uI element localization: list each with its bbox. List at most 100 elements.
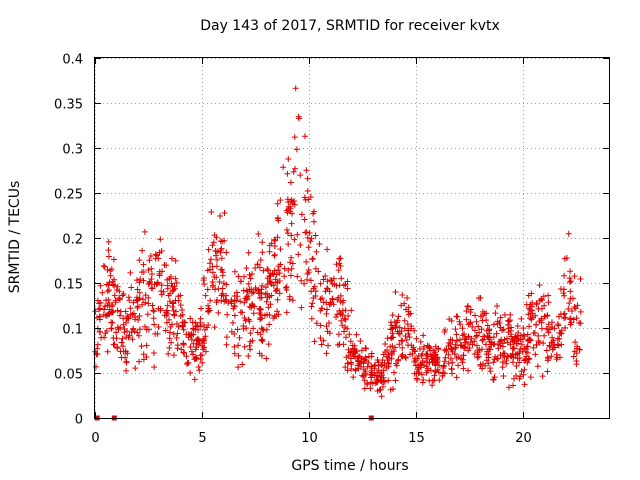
- data-point: [274, 308, 281, 315]
- data-point: [247, 275, 254, 282]
- data-point: [287, 179, 294, 186]
- data-point: [117, 308, 124, 315]
- data-point: [310, 218, 317, 225]
- data-point: [453, 374, 460, 381]
- data-point: [399, 344, 406, 351]
- data-point: [140, 296, 147, 303]
- data-point: [135, 316, 142, 323]
- data-point: [119, 335, 126, 342]
- y-tick-label: 0.1: [62, 323, 83, 338]
- x-tick-label: 0: [91, 431, 99, 446]
- data-points: [92, 85, 584, 400]
- data-point: [473, 332, 480, 339]
- data-point: [274, 296, 281, 303]
- data-point: [451, 350, 458, 357]
- data-point: [246, 286, 253, 293]
- data-point: [147, 252, 154, 259]
- data-point: [100, 311, 107, 318]
- data-point: [379, 357, 386, 364]
- data-point: [328, 277, 335, 284]
- data-point: [512, 333, 519, 340]
- data-point: [167, 273, 174, 280]
- data-point: [187, 344, 194, 351]
- data-point: [408, 323, 415, 330]
- data-point: [549, 334, 556, 341]
- data-point: [544, 354, 551, 361]
- data-point: [529, 310, 536, 317]
- data-point: [146, 279, 153, 286]
- data-point: [119, 343, 126, 350]
- data-point: [266, 248, 273, 255]
- data-point: [151, 281, 158, 288]
- data-point: [206, 307, 213, 314]
- data-point: [521, 357, 528, 364]
- data-point: [121, 326, 128, 333]
- data-point: [510, 354, 517, 361]
- data-point: [285, 267, 292, 274]
- data-point: [513, 372, 520, 379]
- data-point: [551, 325, 558, 332]
- data-point: [262, 284, 269, 291]
- data-point: [405, 327, 412, 334]
- data-point: [259, 282, 266, 289]
- data-point: [526, 355, 533, 362]
- data-point: [213, 274, 220, 281]
- data-point: [440, 365, 447, 372]
- data-point: [246, 318, 253, 325]
- data-point: [165, 350, 172, 357]
- data-point: [445, 339, 452, 346]
- data-point: [527, 315, 534, 322]
- data-point: [377, 386, 384, 393]
- data-point: [192, 354, 199, 361]
- data-point: [223, 281, 230, 288]
- data-point: [367, 385, 374, 392]
- data-point: [527, 337, 534, 344]
- data-point: [158, 288, 165, 295]
- data-point: [283, 309, 290, 316]
- data-point: [272, 237, 279, 244]
- tick-labels: 0 0.05 0.1 0.15 0.2 0.25 0.3 0.35 0.4 0 5 10 15 20: [54, 53, 532, 447]
- data-point: [563, 255, 570, 262]
- data-point: [554, 335, 561, 342]
- data-point: [427, 347, 434, 354]
- data-point: [287, 259, 294, 266]
- data-point: [235, 352, 242, 359]
- data-point: [521, 366, 528, 373]
- data-point: [389, 330, 396, 337]
- data-point: [291, 236, 298, 243]
- data-point: [372, 362, 379, 369]
- data-point: [336, 341, 343, 348]
- data-point: [368, 350, 375, 357]
- data-point: [325, 320, 332, 327]
- data-point: [478, 326, 485, 333]
- data-point: [324, 342, 331, 349]
- data-point: [312, 292, 319, 299]
- data-point: [333, 261, 340, 268]
- data-point: [211, 324, 218, 331]
- data-point: [388, 348, 395, 355]
- data-point: [247, 330, 254, 337]
- data-point: [308, 315, 315, 322]
- data-point: [471, 338, 478, 345]
- data-point: [123, 359, 130, 366]
- data-point: [284, 209, 291, 216]
- data-point: [266, 293, 273, 300]
- data-point: [398, 337, 405, 344]
- data-point: [184, 359, 191, 366]
- data-point: [452, 326, 459, 333]
- data-point: [504, 321, 511, 328]
- data-point: [484, 348, 491, 355]
- data-point: [205, 322, 212, 329]
- data-point: [231, 312, 238, 319]
- data-point: [166, 298, 173, 305]
- data-point: [254, 261, 261, 268]
- data-point: [228, 300, 235, 307]
- data-point: [339, 307, 346, 314]
- data-point: [307, 238, 314, 245]
- data-point: [187, 332, 194, 339]
- data-point: [335, 294, 342, 301]
- data-point: [567, 268, 574, 275]
- data-point: [524, 343, 531, 350]
- data-point: [396, 341, 403, 348]
- data-point: [524, 359, 531, 366]
